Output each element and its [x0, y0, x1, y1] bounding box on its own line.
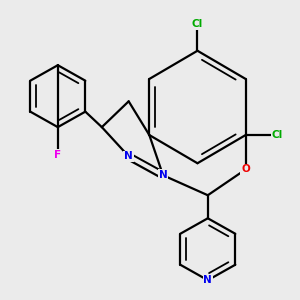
Text: N: N [124, 152, 133, 161]
Text: Cl: Cl [192, 19, 203, 29]
Text: N: N [159, 170, 167, 180]
Text: Cl: Cl [272, 130, 283, 140]
Text: N: N [203, 275, 212, 285]
Text: F: F [54, 150, 61, 160]
Text: O: O [241, 164, 250, 174]
